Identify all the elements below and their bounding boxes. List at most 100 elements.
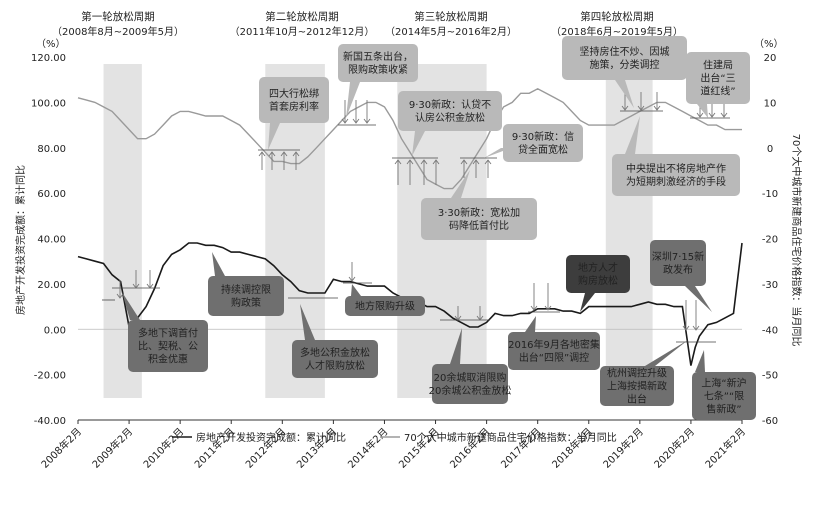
- policy-arrow-head: [530, 305, 538, 311]
- callout-text: 出台: [627, 393, 647, 406]
- x-tick-label: 2018年2月: [549, 425, 595, 471]
- x-tick-label: 2016年2月: [447, 425, 493, 471]
- callout-text: 为短期刺激经济的手段: [626, 175, 726, 188]
- x-tick-label: 2010年2月: [140, 425, 186, 471]
- policy-arrow-head: [146, 283, 154, 289]
- right-tick-label: -20: [762, 235, 778, 246]
- callout-box: [566, 255, 630, 293]
- x-tick-label: 2008年2月: [38, 425, 84, 471]
- callout-box: [562, 36, 687, 80]
- period-title: 第二轮放松周期: [265, 10, 339, 23]
- policy-arrow-head: [280, 151, 288, 157]
- callout-text: 9·30新政：信: [512, 130, 574, 143]
- left-axis-title: 房地产开发投资完成额：累计同比: [14, 165, 27, 315]
- callout-tail: [695, 350, 705, 372]
- x-tick-label: 2014年2月: [345, 425, 391, 471]
- callout-text: 地方人才: [578, 261, 618, 274]
- policy-arrow-head: [484, 159, 492, 165]
- policy-arrow-head: [352, 118, 360, 124]
- callout-text: 道红线”: [700, 85, 735, 98]
- callout-box: [600, 366, 674, 406]
- callout-text: 认房公积金放松: [415, 111, 485, 124]
- callout-box: [692, 372, 756, 420]
- left-tick-label: -40.00: [34, 416, 66, 427]
- callout-tail: [351, 284, 361, 296]
- callout-a6: 地方限购升级: [345, 284, 425, 316]
- callout-tail: [685, 286, 712, 312]
- callout-box: [432, 364, 508, 404]
- callout-text: 新国五条出台，: [343, 50, 413, 63]
- callout-box: [345, 296, 425, 316]
- period-title: 第三轮放松周期: [414, 10, 488, 23]
- callout-box: [259, 77, 329, 123]
- period-range: （2011年10月~2012年12月）: [230, 25, 375, 38]
- policy-arrow-head: [692, 325, 700, 331]
- callout-box: [650, 240, 706, 286]
- callout-text: 中央提出不将房地产作: [626, 162, 726, 175]
- callout-text: 住建局: [703, 59, 733, 72]
- policy-arrow-head: [348, 276, 356, 282]
- policy-arrow-head: [682, 325, 690, 331]
- callout-a4: 新国五条出台，限购政策收紧: [338, 44, 418, 118]
- policy-arrow-head: [132, 283, 140, 289]
- right-axis-title: 70个大中城市新建商品住宅价格指数：当月同比: [790, 134, 803, 347]
- x-tick-label: 2020年2月: [651, 425, 697, 471]
- right-tick-label: -50: [762, 371, 778, 382]
- callout-box: [612, 154, 740, 196]
- easing-period-band: [605, 64, 653, 398]
- period-title: 第一轮放松周期: [81, 10, 155, 23]
- callout-tail: [346, 82, 360, 118]
- callout-text: 限购政策收紧: [348, 63, 408, 76]
- callout-tail: [268, 123, 280, 150]
- callout-tail: [645, 340, 688, 366]
- left-tick-label: 120.00: [31, 53, 66, 64]
- legend-label-price: 70个大中城市新建商品住宅价格指数：当月同比: [404, 431, 617, 444]
- callout-text: 地方限购升级: [355, 300, 415, 313]
- policy-arrow-head: [341, 118, 349, 124]
- callout-text: 多地公积金放松: [300, 346, 370, 359]
- policy-arrows: [102, 92, 730, 343]
- policy-arrow-head: [116, 293, 124, 299]
- policy-arrow-head: [406, 159, 414, 165]
- callout-text: 持续调控限: [221, 283, 271, 296]
- callout-box: [421, 198, 537, 240]
- x-tick-label: 2011年2月: [192, 425, 238, 471]
- policy-arrow-head: [476, 315, 484, 321]
- callout-text: 政发布: [663, 263, 693, 276]
- x-tick-label: 2017年2月: [498, 425, 544, 471]
- price-index-line: [77, 88, 742, 190]
- left-tick-label: 20.00: [37, 280, 66, 291]
- x-tick-label: 2021年2月: [702, 425, 748, 471]
- period-range: （2018年6月~2019年5月）: [551, 25, 683, 38]
- policy-arrow-head: [258, 151, 266, 157]
- callout-text: 出台“四限”调控: [519, 351, 589, 364]
- callout-tail: [697, 104, 708, 118]
- left-tick-label: 100.00: [31, 98, 66, 109]
- callout-tail: [615, 80, 634, 108]
- policy-arrow-head: [696, 112, 704, 118]
- callout-text: 坚持房住不炒、因城: [580, 45, 670, 58]
- callout-tail: [412, 131, 425, 156]
- callout-text: 20余城公积金放松: [429, 384, 512, 397]
- callout-tail: [580, 293, 595, 312]
- policy-arrow-head: [544, 305, 552, 311]
- callout-text: 20余城取消限购: [434, 371, 507, 384]
- policy-arrow-head: [472, 159, 480, 165]
- right-tick-label: -10: [762, 189, 778, 200]
- policy-arrow-head: [363, 118, 371, 124]
- right-tick-label: 10: [764, 98, 777, 109]
- left-tick-label: -20.00: [34, 371, 66, 382]
- callout-box: [508, 332, 600, 370]
- period-range: （2014年5月~2016年2月）: [385, 25, 517, 38]
- callout-tail: [300, 304, 315, 340]
